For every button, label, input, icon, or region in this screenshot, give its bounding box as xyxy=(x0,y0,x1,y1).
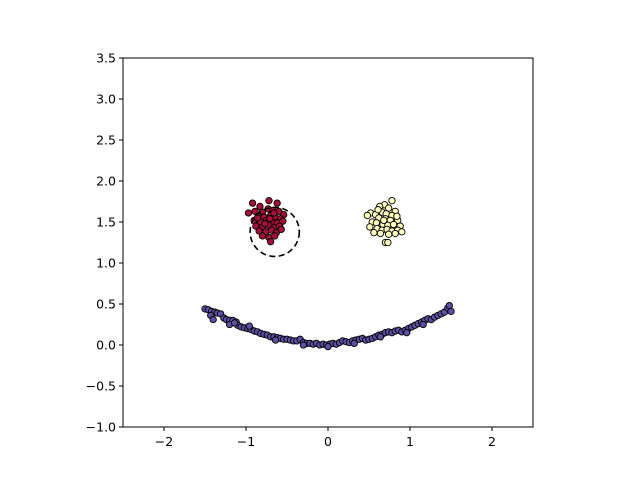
y-tick-label: 1.0 xyxy=(96,256,116,271)
data-point-series-1 xyxy=(277,225,285,234)
x-tick-label: 1 xyxy=(406,434,414,449)
data-point-series-1 xyxy=(261,219,269,228)
data-point-series-3 xyxy=(230,319,239,327)
data-point-series-1 xyxy=(248,199,257,207)
data-point-series-3 xyxy=(403,329,411,337)
y-axis: −1.0 −0.5 0.0 0.5 1.0 1.5 2.0 2.5 3.0 3.5 xyxy=(86,51,123,435)
data-point-series-2 xyxy=(385,230,393,238)
data-point-series-2 xyxy=(388,197,396,205)
y-tick-label: −0.5 xyxy=(86,379,116,394)
x-tick-label: 0 xyxy=(324,434,332,449)
data-point-series-2 xyxy=(384,238,392,247)
data-point-series-1 xyxy=(270,209,278,217)
y-tick-label: 2.5 xyxy=(96,133,116,148)
x-axis: −2 −1 0 1 2 xyxy=(155,427,496,449)
data-point-series-1 xyxy=(271,232,279,240)
data-point-series-2 xyxy=(363,211,372,220)
data-point-series-2 xyxy=(398,228,406,236)
data-point-series-1 xyxy=(258,232,267,240)
data-point-series-3 xyxy=(245,322,253,330)
data-point-series-1 xyxy=(266,215,274,223)
data-point-series-2 xyxy=(389,220,398,229)
y-tick-label: 1.5 xyxy=(96,215,116,230)
data-point-series-3 xyxy=(209,315,217,324)
data-point-series-3 xyxy=(376,333,385,341)
data-point-series-2 xyxy=(374,206,382,214)
data-point-series-2 xyxy=(370,229,378,237)
data-point-series-3 xyxy=(271,336,280,344)
data-point-series-2 xyxy=(376,229,385,238)
dashed-circle xyxy=(249,206,301,258)
x-tick-label: −1 xyxy=(237,434,255,449)
data-point-series-1 xyxy=(266,238,275,246)
points-layer xyxy=(201,197,455,351)
y-tick-label: 3.0 xyxy=(96,92,116,107)
x-tick-label: −2 xyxy=(155,434,173,449)
data-point-series-1 xyxy=(251,207,259,215)
plot-background xyxy=(123,58,533,427)
data-point-series-1 xyxy=(265,197,273,205)
data-point-series-2 xyxy=(380,216,388,225)
data-point-series-3 xyxy=(324,342,332,351)
y-tick-label: 0.0 xyxy=(96,338,116,353)
data-point-series-3 xyxy=(299,341,308,349)
y-tick-label: −1.0 xyxy=(86,420,116,435)
data-point-series-1 xyxy=(279,217,287,225)
data-point-series-1 xyxy=(273,199,281,207)
data-point-series-2 xyxy=(366,223,374,231)
data-point-series-2 xyxy=(391,229,399,238)
circle-layer xyxy=(249,206,301,258)
y-tick-label: 3.5 xyxy=(96,51,116,66)
y-tick-label: 2.0 xyxy=(96,174,116,189)
data-point-series-3 xyxy=(447,307,455,316)
data-point-series-3 xyxy=(419,320,427,329)
data-point-series-2 xyxy=(393,212,401,220)
x-tick-label: 2 xyxy=(488,434,496,449)
y-tick-label: 0.5 xyxy=(96,297,116,312)
data-point-series-3 xyxy=(350,339,358,348)
data-point-series-1 xyxy=(244,209,253,217)
data-point-series-1 xyxy=(253,214,262,222)
